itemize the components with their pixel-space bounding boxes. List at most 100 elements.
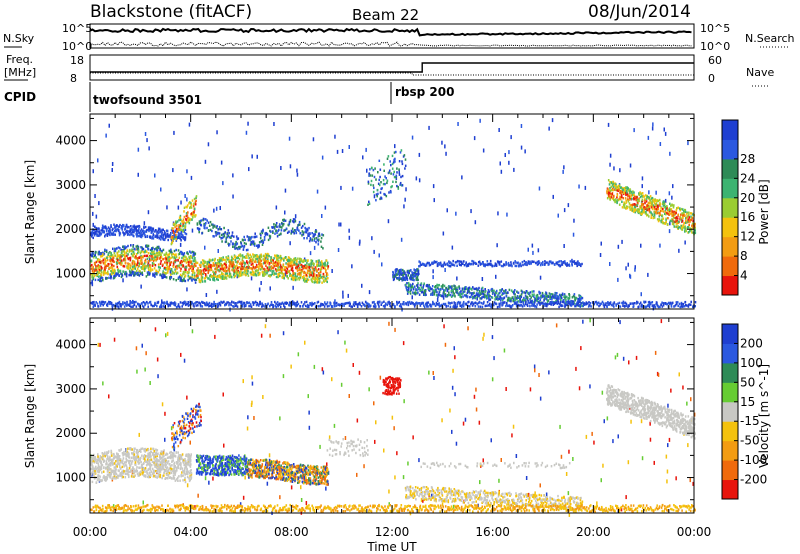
range-gate-cell <box>412 277 414 280</box>
range-gate-cell <box>234 255 237 258</box>
range-gate-cell <box>154 303 156 306</box>
range-gate-cell <box>284 210 286 215</box>
range-gate-cell <box>213 273 215 276</box>
range-gate-cell <box>313 245 316 250</box>
range-gate-cell <box>542 260 544 264</box>
range-gate-cell <box>265 270 267 273</box>
range-gate-cell <box>405 274 407 277</box>
range-gate-cell <box>231 263 233 266</box>
range-gate-cell <box>370 179 373 183</box>
range-gate-cell <box>543 299 545 302</box>
range-gate-cell <box>109 273 111 276</box>
range-gate-cell <box>131 272 134 275</box>
range-gate-cell <box>193 274 196 277</box>
range-gate-cell <box>232 305 234 308</box>
range-gate-cell <box>315 260 318 263</box>
range-gate-cell <box>501 304 503 307</box>
range-gate-cell <box>454 285 456 288</box>
range-gate-cell <box>140 256 142 259</box>
range-gate-cell <box>247 274 250 277</box>
range-gate-cell <box>307 303 309 307</box>
range-gate-cell <box>135 233 137 236</box>
range-gate-cell <box>310 265 312 268</box>
range-gate-cell <box>149 257 151 262</box>
range-gate-cell <box>249 253 251 257</box>
range-gate-cell <box>222 232 225 236</box>
range-gate-cell <box>531 293 534 296</box>
range-gate-cell <box>619 305 622 308</box>
range-gate-cell <box>585 302 588 306</box>
range-gate-cell <box>263 267 265 271</box>
range-gate-cell <box>424 290 427 293</box>
range-gate-cell <box>387 219 390 224</box>
range-gate-cell <box>510 289 513 292</box>
range-gate-cell <box>308 263 310 267</box>
range-gate-cell <box>470 287 473 291</box>
range-gate-cell <box>519 263 522 266</box>
range-gate-cell <box>292 220 294 223</box>
range-gate-cell <box>372 184 375 187</box>
range-gate-cell <box>311 303 314 306</box>
range-gate-cell <box>485 304 487 307</box>
range-gate-cell <box>507 296 509 300</box>
range-gate-cell <box>381 262 383 267</box>
range-gate-cell <box>201 300 203 304</box>
range-gate-cell <box>201 272 203 275</box>
range-gate-cell <box>256 269 258 272</box>
range-gate-cell <box>285 262 287 265</box>
range-gate-cell <box>183 210 185 213</box>
range-gate-cell <box>170 236 173 240</box>
range-gate-cell <box>255 254 257 257</box>
range-gate-cell <box>471 259 473 263</box>
range-gate-cell <box>678 248 680 253</box>
range-gate-cell <box>416 283 419 287</box>
range-gate-cell <box>318 238 320 241</box>
range-gate-cell <box>426 305 428 308</box>
range-gate-cell <box>290 260 293 264</box>
range-gate-cell <box>110 275 112 278</box>
range-gate-cell <box>261 231 264 235</box>
range-gate-cell <box>296 228 299 231</box>
range-gate-cell <box>191 199 194 202</box>
range-gate-cell <box>309 274 311 277</box>
range-gate-cell <box>201 276 204 279</box>
range-gate-cell <box>293 261 296 264</box>
range-gate-cell <box>464 294 466 297</box>
range-gate-cell <box>564 302 566 305</box>
range-gate-cell <box>284 301 286 305</box>
range-gate-cell <box>191 273 194 276</box>
range-gate-cell <box>111 254 114 257</box>
range-gate-cell <box>429 287 431 291</box>
range-gate-cell <box>338 303 340 306</box>
range-gate-cell <box>116 273 118 276</box>
range-gate-cell <box>98 201 100 206</box>
range-gate-cell <box>429 286 431 289</box>
range-gate-cell <box>659 305 661 308</box>
range-gate-cell <box>179 301 182 304</box>
range-gate-cell <box>609 302 612 305</box>
range-gate-cell <box>189 257 191 260</box>
range-gate-cell <box>339 304 341 307</box>
range-gate-cell <box>184 222 187 225</box>
range-gate-cell <box>126 226 129 229</box>
range-gate-cell <box>213 235 215 238</box>
range-gate-cell <box>550 301 552 304</box>
range-gate-cell <box>581 296 583 300</box>
range-gate-cell <box>172 261 175 264</box>
range-gate-cell <box>260 281 262 285</box>
range-gate-cell <box>182 303 184 306</box>
range-gate-cell <box>283 218 285 221</box>
range-gate-cell <box>102 304 104 307</box>
range-gate-cell <box>378 183 381 187</box>
range-gate-cell <box>312 137 315 142</box>
range-gate-cell <box>493 264 496 268</box>
range-gate-cell <box>235 271 237 274</box>
range-gate-cell <box>247 301 249 305</box>
range-gate-cell <box>250 255 253 258</box>
range-gate-cell <box>599 302 602 306</box>
range-gate-cell <box>409 284 411 288</box>
range-gate-cell <box>216 302 219 306</box>
range-gate-cell <box>316 260 319 263</box>
freq-unit-label: [MHz] <box>4 66 36 79</box>
range-gate-cell <box>548 262 550 266</box>
